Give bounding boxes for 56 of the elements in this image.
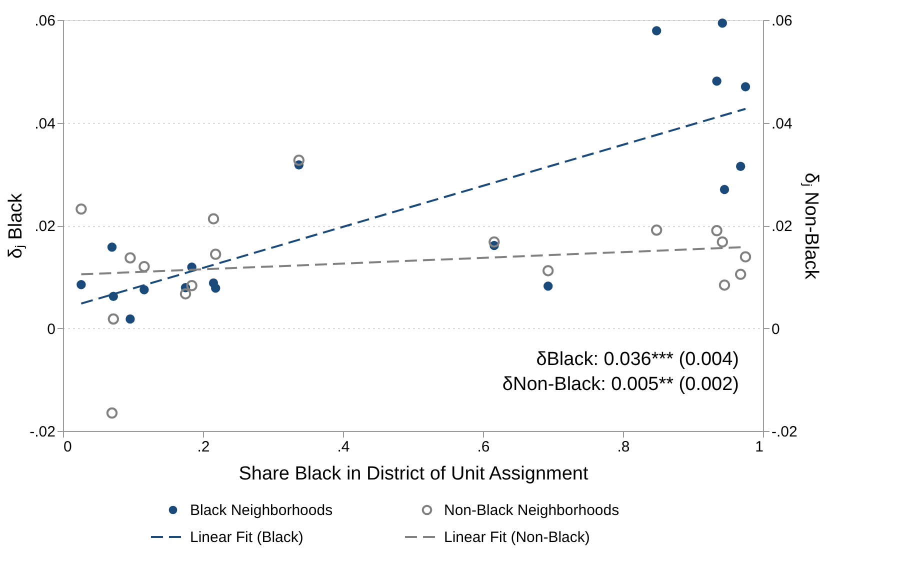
y2-tick-label: .06 (772, 12, 792, 30)
point (734, 268, 746, 280)
legend-label: Non-Black Neighborhoods (444, 502, 620, 519)
point (716, 236, 728, 248)
x-tick-label: 1 (755, 438, 764, 456)
point (652, 26, 662, 36)
point (138, 261, 150, 272)
point (711, 225, 722, 236)
point (718, 279, 730, 291)
x-tick-label: 0 (64, 438, 72, 456)
y-tick-label: .02 (34, 218, 56, 235)
point (76, 203, 87, 215)
point (140, 285, 149, 294)
y-tick-label: .06 (34, 12, 56, 30)
y2-tick-label: .02 (772, 218, 792, 235)
y-tick-label: .04 (34, 115, 56, 132)
point (180, 288, 192, 300)
point (210, 248, 222, 260)
x-tick-label: .6 (477, 438, 490, 456)
legend-label: Linear Fit (Non-Black) (444, 529, 590, 546)
point (543, 282, 553, 291)
point (124, 252, 136, 264)
point (210, 284, 220, 293)
point (718, 18, 728, 28)
point (542, 265, 554, 276)
x-tick-label: .8 (617, 438, 630, 456)
y-tick-label: 0 (47, 320, 56, 338)
point (108, 292, 118, 301)
y-tick-label: -.02 (30, 424, 56, 440)
y-axis-title: δⱼ Black (6, 192, 27, 259)
y2-tick-label: -.02 (772, 424, 798, 440)
point (740, 82, 750, 92)
x-tick-label: .4 (337, 438, 350, 456)
point (650, 224, 662, 236)
x-axis-title: Share Black in District of Unit Assignment (238, 464, 589, 484)
point (736, 162, 746, 172)
point (106, 407, 118, 419)
point (293, 154, 305, 166)
point (107, 242, 117, 252)
point (76, 280, 86, 290)
y2-tick-label: .04 (772, 115, 792, 132)
point (186, 280, 198, 292)
point (488, 236, 500, 248)
point (720, 184, 730, 194)
legend-label: Linear Fit (Black) (190, 529, 304, 546)
annotation: δBlack: 0.036*** (0.004) (536, 349, 739, 370)
annotation: δNon-Black: 0.005** (0.002) (502, 374, 739, 395)
legend-label: Black Neighborhoods (190, 502, 333, 519)
y2-axis-title: δⱼ Non-Black (800, 172, 822, 280)
y2-tick-label: 0 (772, 320, 780, 338)
point (208, 213, 220, 224)
x-tick-label: .2 (197, 438, 210, 456)
point (712, 76, 722, 86)
point (126, 314, 135, 324)
point (108, 313, 120, 325)
point (740, 251, 752, 262)
